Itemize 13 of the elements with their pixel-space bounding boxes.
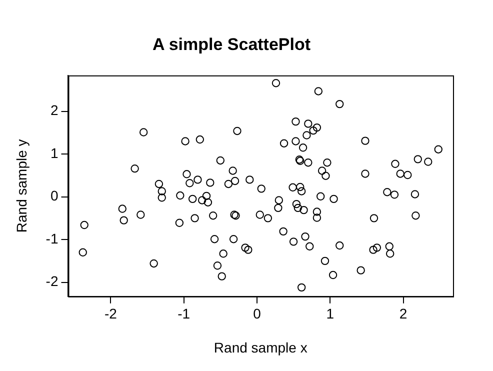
y-tick-label: -2 <box>46 273 58 290</box>
y-tick-label: 2 <box>50 102 58 118</box>
y-tick-label: 1 <box>50 144 58 161</box>
x-tick-label: -2 <box>104 306 118 322</box>
x-tick-label: 2 <box>399 306 408 322</box>
x-tick-label: -1 <box>178 306 190 322</box>
x-tick-label: 1 <box>326 306 334 322</box>
x-axis-title: Rand sample x <box>214 339 308 356</box>
y-tick-label: 0 <box>50 188 58 204</box>
y-axis-title: Rand sample y <box>13 139 30 233</box>
y-tick-label: -1 <box>46 230 58 246</box>
x-tick-label: 0 <box>253 306 262 322</box>
chart-title: A simple ScattePlot <box>152 34 311 54</box>
